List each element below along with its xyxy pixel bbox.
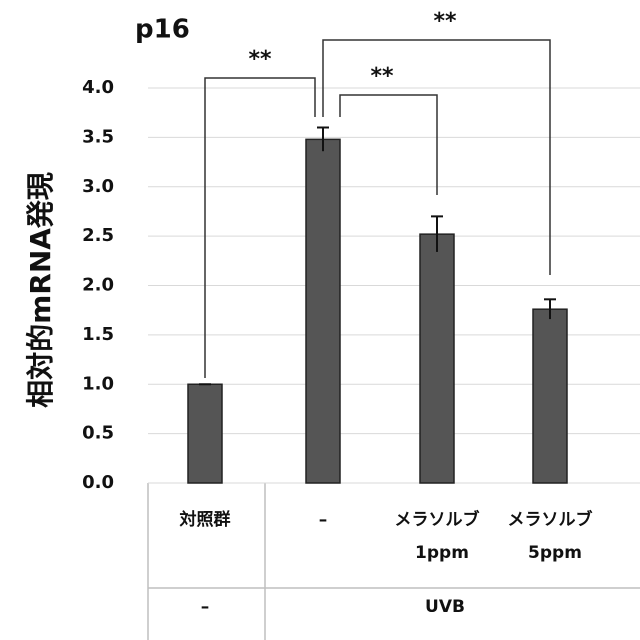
x-tick-label: メラソルブ xyxy=(395,509,480,530)
significance-label: ** xyxy=(433,9,457,34)
bar xyxy=(188,384,222,483)
y-tick-label: 2.5 xyxy=(82,225,114,246)
y-tick-label: 0.5 xyxy=(82,423,114,444)
bar xyxy=(533,309,567,483)
x-tick-label: – xyxy=(319,510,328,530)
group-label: – xyxy=(201,597,210,617)
y-tick-label: 1.0 xyxy=(82,373,114,394)
bar xyxy=(420,234,454,483)
significance-bracket xyxy=(340,95,437,195)
chart: p16 相対的mRNA発現 0.0 0.5 1.0 1.5 2.0 2.5 3.0 3.5 4.… xyxy=(0,0,640,640)
y-tick-label: 3.0 xyxy=(82,176,114,197)
y-tick-label: 0.0 xyxy=(82,472,114,493)
significance-label: ** xyxy=(248,47,272,72)
bar xyxy=(306,139,340,483)
y-axis-label: 相対的mRNA発現 xyxy=(24,172,57,408)
y-tick-label: 1.5 xyxy=(82,324,114,345)
y-tick-label: 4.0 xyxy=(82,77,114,98)
chart-title: p16 xyxy=(135,15,190,45)
significance-bracket xyxy=(205,78,315,378)
y-tick-label: 3.5 xyxy=(82,126,114,147)
x-tick-label: 5ppm xyxy=(528,543,582,563)
x-tick-label: メラソルブ xyxy=(508,509,593,530)
y-tick-label: 2.0 xyxy=(82,275,114,296)
significance-label: ** xyxy=(370,64,394,89)
group-label: UVB xyxy=(425,597,465,617)
x-tick-label: 1ppm xyxy=(415,543,469,563)
x-tick-label: 対照群 xyxy=(179,509,231,530)
